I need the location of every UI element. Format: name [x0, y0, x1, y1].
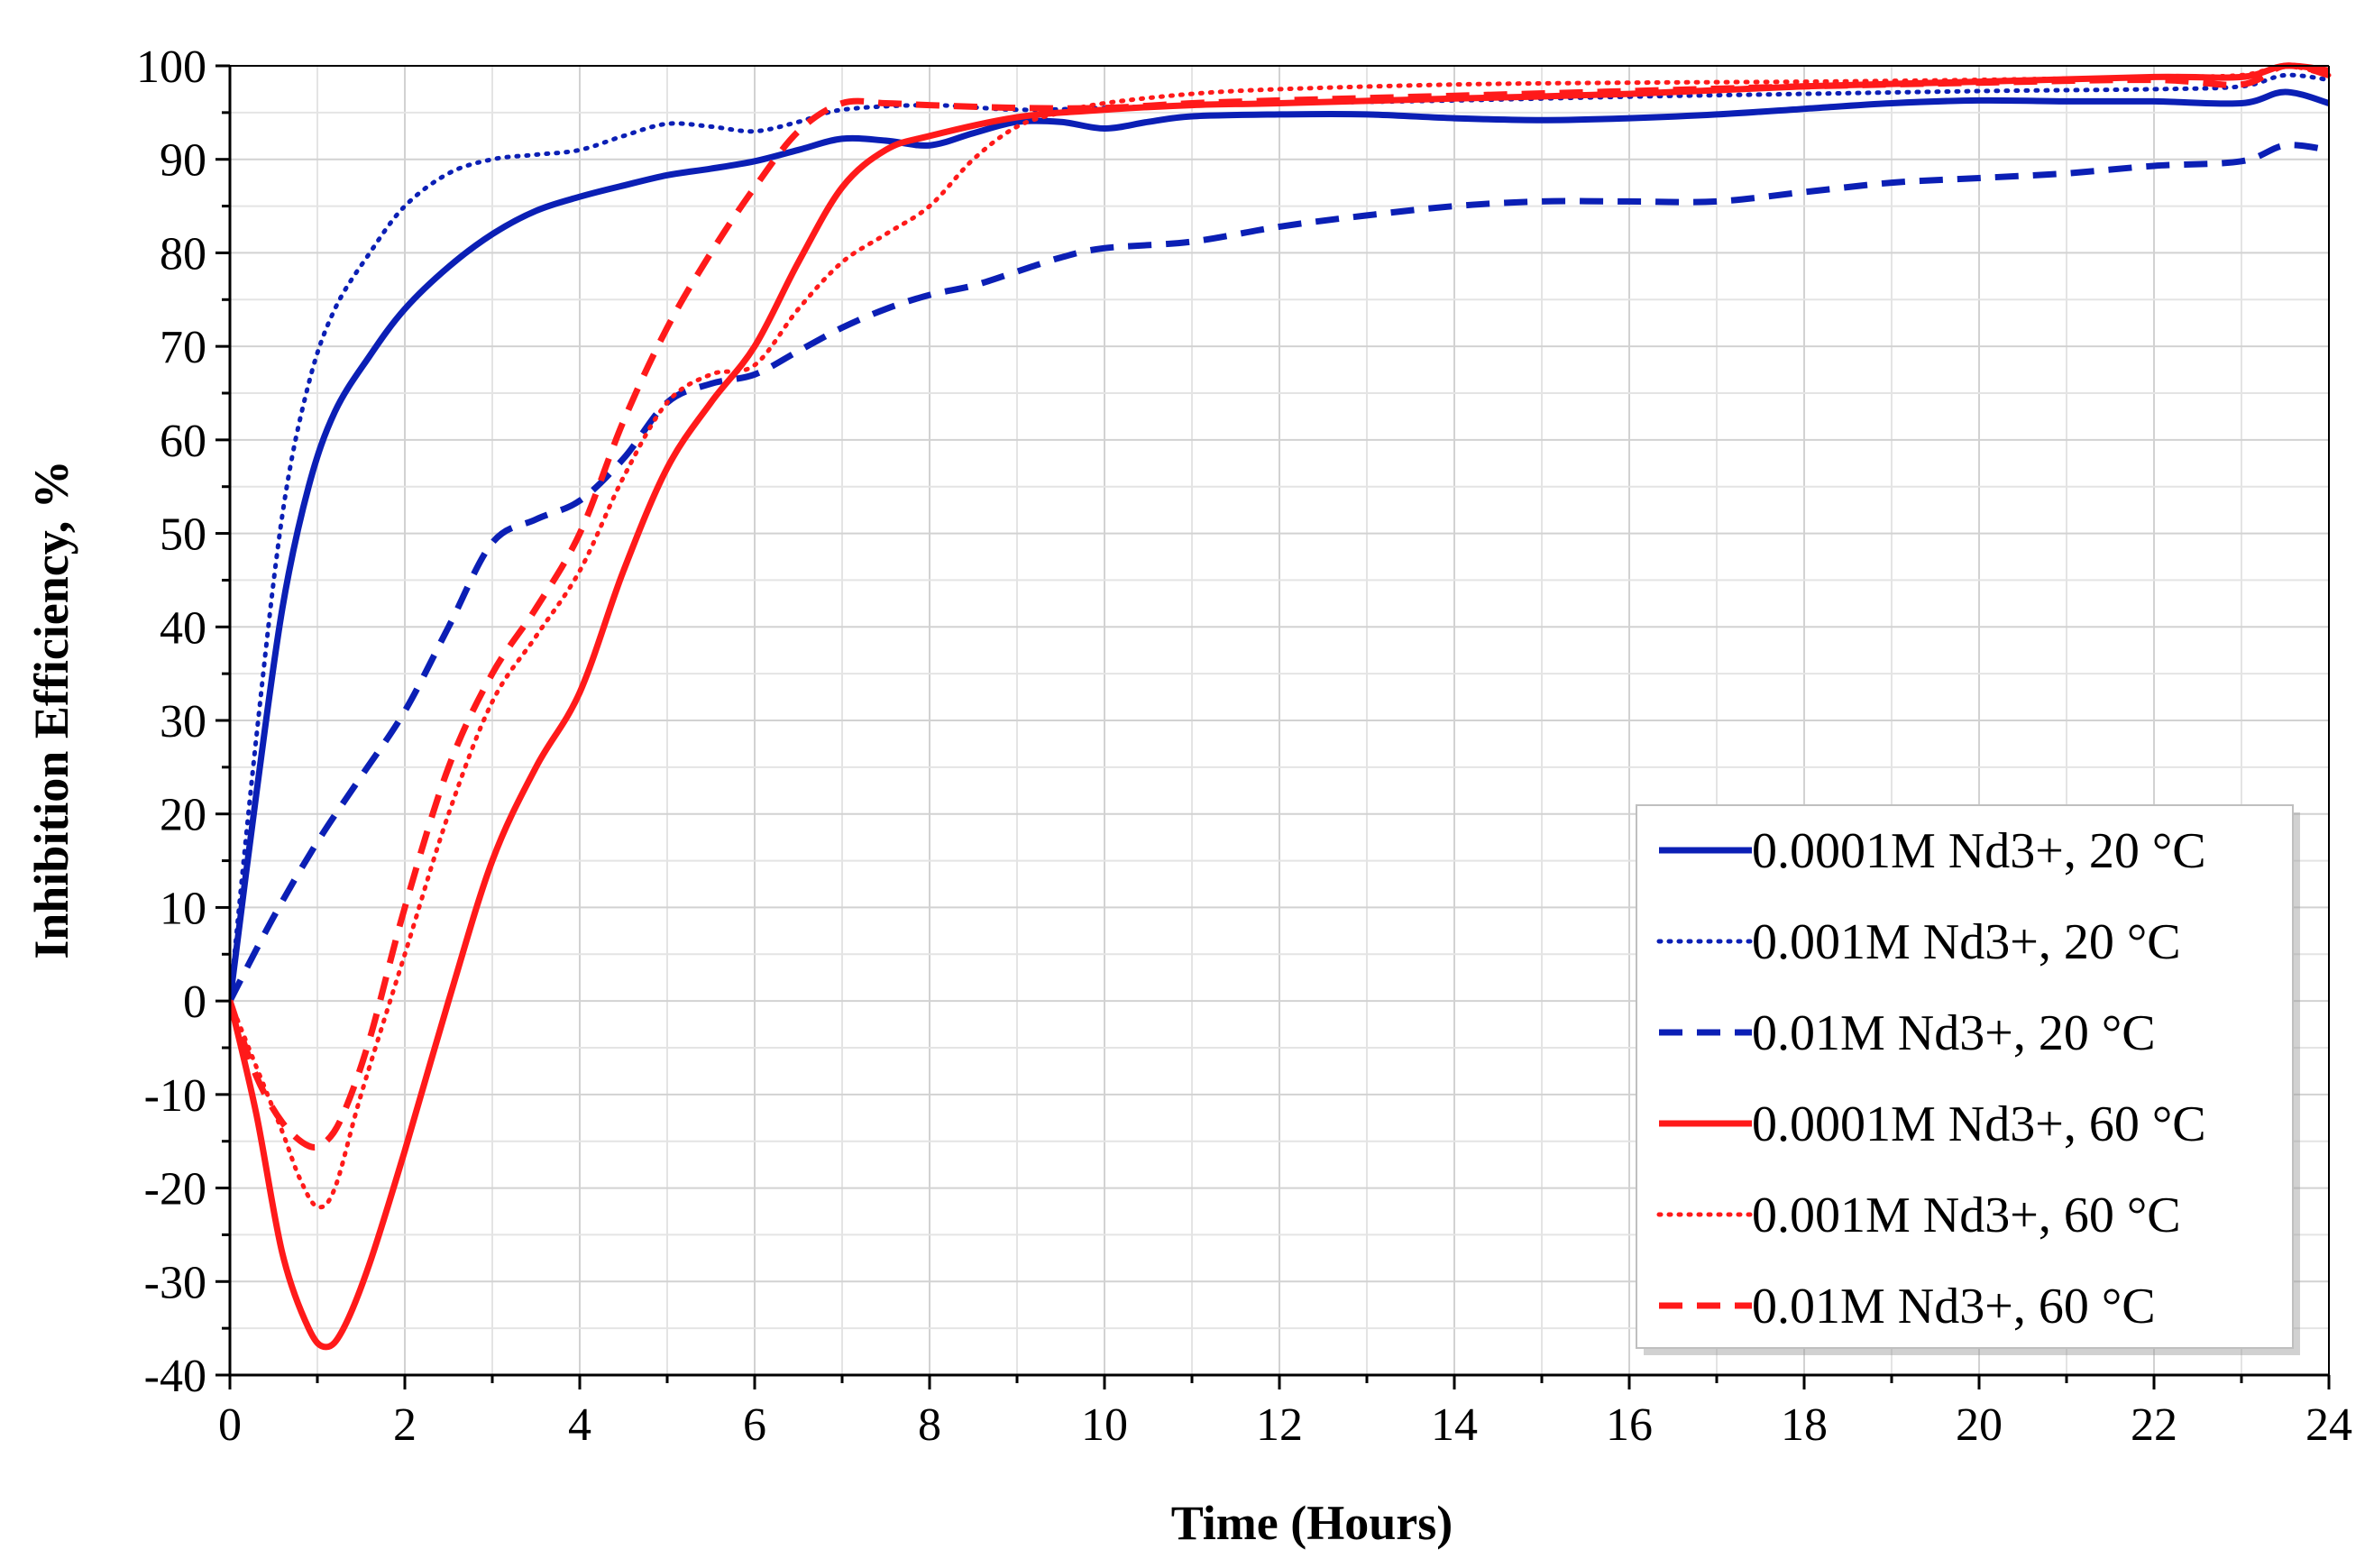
y-tick-label: 100: [136, 41, 206, 93]
x-tick-label: 22: [2131, 1399, 2177, 1451]
y-axis-title: Inhibition Efficiency, %: [24, 460, 78, 959]
x-tick-label: 10: [1081, 1399, 1128, 1451]
x-tick-label: 4: [568, 1399, 591, 1451]
x-tick-label: 8: [918, 1399, 941, 1451]
y-tick-label: 80: [160, 228, 206, 280]
y-tick-label: 50: [160, 509, 206, 561]
series-line-0-001m-nd3-20-c: [230, 72, 2332, 1004]
legend-label: 0.01M Nd3+, 20 °C: [1752, 1005, 2156, 1061]
y-tick-label: 60: [160, 416, 206, 467]
x-tick-label: 6: [743, 1399, 766, 1451]
y-tick-label: -20: [144, 1164, 206, 1215]
y-tick-label: -10: [144, 1070, 206, 1122]
series-layer: [230, 62, 2332, 1351]
legend-label: 0.0001M Nd3+, 20 °C: [1752, 823, 2206, 879]
y-tick-label: 40: [160, 602, 206, 654]
series-line-0-0001m-nd3-60-c: [230, 62, 2330, 1351]
series-line-0-001m-nd3-60-c: [230, 63, 2332, 1210]
x-tick-label: 20: [1956, 1399, 2003, 1451]
x-tick-label: 16: [1606, 1399, 1653, 1451]
y-tick-label: 10: [160, 883, 206, 934]
x-tick-label: 18: [1781, 1399, 1828, 1451]
x-tick-label: 14: [1431, 1399, 1478, 1451]
series-line-0-0001m-nd3-20-c: [230, 88, 2330, 1002]
y-tick-label: -30: [144, 1257, 206, 1308]
x-tick-label: 24: [2305, 1399, 2352, 1451]
x-tick-label: 2: [393, 1399, 417, 1451]
legend-label: 0.0001M Nd3+, 60 °C: [1752, 1096, 2206, 1152]
legend-label: 0.001M Nd3+, 60 °C: [1752, 1187, 2181, 1243]
legend-box: [1636, 804, 2294, 1349]
y-tick-label: -40: [144, 1351, 206, 1402]
x-tick-label: 0: [218, 1399, 242, 1451]
series-line-0-01m-nd3-60-c: [230, 62, 2330, 1151]
x-tick-label: 12: [1256, 1399, 1303, 1451]
legend-label: 0.01M Nd3+, 60 °C: [1752, 1279, 2156, 1334]
legend: 0.0001M Nd3+, 20 °C 0.001M Nd3+, 20 °C 0.0…: [1636, 804, 2300, 1355]
series-line-0-01m-nd3-20-c: [230, 142, 2330, 1003]
ticks: 0 2 4 6 8 10 12 14 16 18 20 22 24-40-30-20-100102030…: [136, 41, 2352, 1451]
legend-label: 0.001M Nd3+, 20 °C: [1752, 914, 2181, 970]
y-tick-label: 30: [160, 696, 206, 747]
y-tick-label: 0: [183, 977, 206, 1028]
x-axis-title: Time (Hours): [1171, 1496, 1453, 1550]
y-tick-label: 20: [160, 790, 206, 841]
y-tick-label: 70: [160, 322, 206, 373]
y-tick-label: 90: [160, 135, 206, 187]
